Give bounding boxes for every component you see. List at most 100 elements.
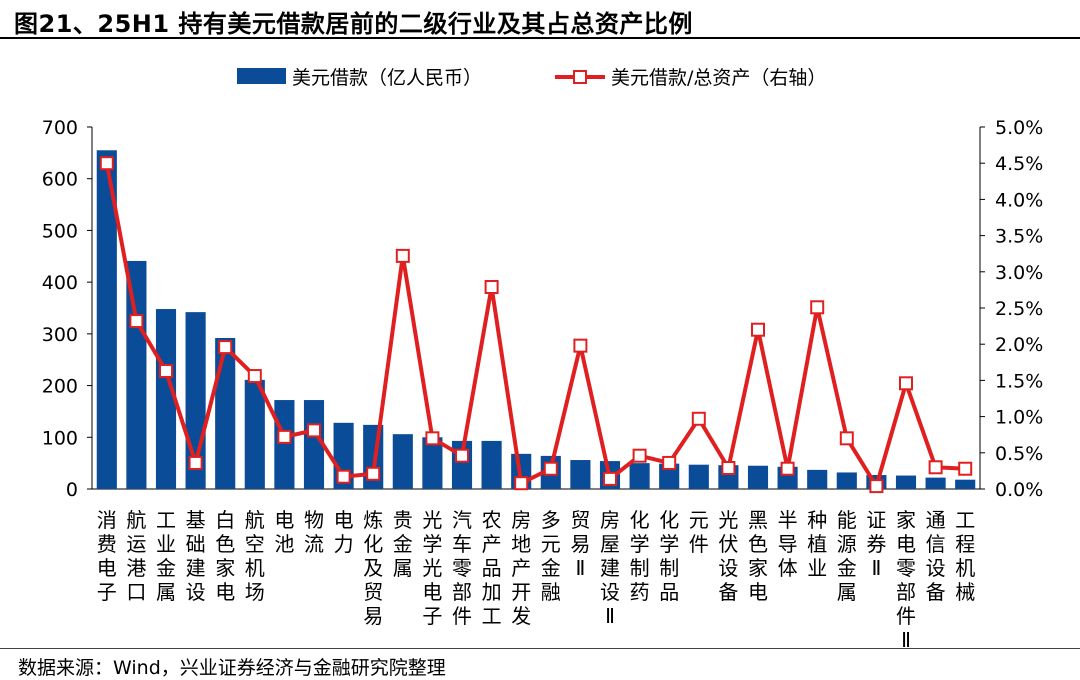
x-tick-label-char: 贵 <box>393 508 413 532</box>
x-tick-label-char: 电 <box>334 508 354 532</box>
x-tick-label-char: 航 <box>245 508 265 532</box>
bar <box>925 477 946 489</box>
line-marker <box>810 300 825 315</box>
x-tick-label-char: 子 <box>422 604 442 628</box>
x-tick-label-char: 属 <box>393 556 413 580</box>
bar <box>836 472 857 489</box>
bar <box>688 464 709 489</box>
x-tick-label-char: 源 <box>837 532 857 556</box>
x-tick-label-char: 机 <box>245 556 265 580</box>
line-marker <box>395 248 410 263</box>
x-tick-label-char: 元 <box>541 532 561 556</box>
x-tick-label-char: 品 <box>482 556 502 580</box>
x-tick-label-char: 品 <box>659 580 679 604</box>
line-marker <box>336 469 351 484</box>
right-tick-label: 3.0% <box>995 262 1043 284</box>
x-tick-label-char: 场 <box>245 580 265 604</box>
x-tick-label-char: 业 <box>156 532 176 556</box>
x-tick-label-char: 属 <box>156 580 176 604</box>
x-tick-label-char: 部 <box>896 580 916 604</box>
x-tick-label-char: 证 <box>866 508 886 532</box>
x-tick-label-char: 黑 <box>748 508 768 532</box>
right-tick-label: 1.5% <box>995 370 1043 392</box>
x-tick-label-char: 学 <box>630 532 650 556</box>
bar <box>747 465 769 489</box>
x-tick-label-char: Ⅱ <box>871 556 881 580</box>
bar <box>244 379 265 489</box>
x-tick-label-char: 工 <box>482 604 502 628</box>
x-tick-label-char: 航 <box>126 508 146 532</box>
x-tick-label-char: 电 <box>422 580 442 604</box>
right-tick-label: 0.5% <box>995 443 1043 465</box>
bar <box>96 150 117 489</box>
x-tick-label-char: 多 <box>541 508 561 532</box>
x-tick-label-char: 药 <box>630 580 650 604</box>
x-tick-label-char: 金 <box>541 556 561 580</box>
x-tick-label-char: 机 <box>955 556 975 580</box>
x-tick-label-char: 易 <box>570 532 590 556</box>
x-tick-label-char: 汽 <box>452 508 472 532</box>
bar <box>659 463 680 489</box>
x-tick-label-char: 力 <box>334 532 354 556</box>
x-tick-label-char: 设 <box>600 580 620 604</box>
line-marker <box>780 461 795 476</box>
x-tick-label-char: 电 <box>215 580 235 604</box>
x-tick-label-char: 零 <box>452 556 472 580</box>
legend-line-marker <box>573 70 587 84</box>
x-tick-label-char: 白 <box>215 508 235 532</box>
bar <box>629 463 650 489</box>
x-tick-label-char: 化 <box>630 508 650 532</box>
x-tick-label-char: 贸 <box>570 508 590 532</box>
x-tick-label-char: 运 <box>126 532 146 556</box>
x-tick-label-char: 半 <box>778 508 798 532</box>
line-marker <box>129 314 144 329</box>
x-tick-label-char: 家 <box>215 556 235 580</box>
x-tick-label-char: 元 <box>689 508 709 532</box>
line-marker <box>484 280 499 295</box>
bar <box>126 260 147 489</box>
x-tick-label-char: 炼 <box>363 508 383 532</box>
x-tick-label-char: 通 <box>926 508 946 532</box>
line-marker <box>691 411 706 426</box>
x-tick-label-char: Ⅱ <box>575 556 585 580</box>
bar <box>481 440 502 489</box>
line-marker <box>514 476 529 491</box>
x-tick-label-char: 开 <box>511 580 531 604</box>
x-tick-label-char: 零 <box>896 556 916 580</box>
legend-bar-swatch <box>237 68 286 84</box>
x-tick-label-char: 房 <box>511 508 531 532</box>
right-tick-label: 3.5% <box>995 226 1043 248</box>
bar <box>215 337 236 489</box>
x-tick-label-char: 工 <box>955 508 975 532</box>
x-tick-label-char: 光 <box>422 508 442 532</box>
x-tick-label-char: 产 <box>511 556 531 580</box>
x-tick-label-char: 流 <box>304 532 324 556</box>
x-tick-label-char: 植 <box>807 532 827 556</box>
x-tick-label-char: 车 <box>452 532 472 556</box>
line-marker <box>99 156 114 171</box>
x-tick-label-char: 设 <box>186 580 206 604</box>
line-marker <box>188 455 203 470</box>
x-tick-label-char: 地 <box>511 532 531 556</box>
left-tick-label: 100 <box>42 427 78 449</box>
legend-line-label: 美元借款/总资产（右轴） <box>611 67 826 89</box>
x-tick-label-char: 色 <box>748 532 768 556</box>
line-marker <box>366 466 381 481</box>
bar <box>392 434 413 489</box>
x-tick-label-char: 易 <box>363 604 383 628</box>
x-tick-label-char: 备 <box>926 580 946 604</box>
x-tick-label-char: 件 <box>689 532 709 556</box>
x-tick-label-char: 部 <box>452 580 472 604</box>
line-marker <box>721 461 736 476</box>
x-tick-label-char: 学 <box>422 532 442 556</box>
x-tick-label-char: 金 <box>393 532 413 556</box>
x-tick-label-char: 券 <box>866 532 886 556</box>
x-tick-label-char: 导 <box>778 532 798 556</box>
bar <box>895 475 917 489</box>
x-tick-label-char: 光 <box>422 556 442 580</box>
line-marker <box>543 461 558 476</box>
x-tick-label-char: 化 <box>363 532 383 556</box>
bar <box>303 400 325 489</box>
bar <box>155 309 177 489</box>
